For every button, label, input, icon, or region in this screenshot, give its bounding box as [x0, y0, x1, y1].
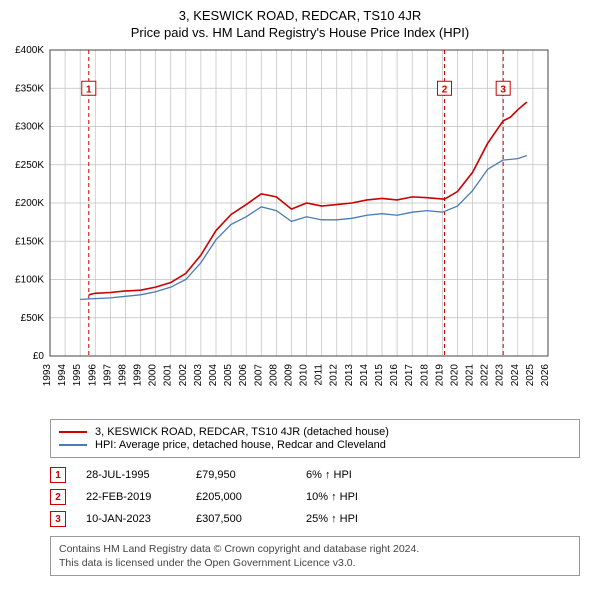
- svg-text:1: 1: [86, 84, 92, 95]
- sale-marker: 2: [50, 489, 66, 505]
- x-tick-label: 2009: [283, 364, 294, 387]
- x-tick-label: 2022: [480, 364, 491, 387]
- x-tick-label: 2026: [540, 364, 551, 387]
- legend-swatch: [59, 431, 87, 433]
- x-tick-label: 2014: [359, 364, 370, 387]
- sale-date: 10-JAN-2023: [86, 513, 196, 525]
- y-tick-label: £50K: [21, 313, 45, 324]
- x-tick-label: 2021: [465, 364, 476, 387]
- x-tick-label: 2025: [525, 364, 536, 387]
- svg-text:3: 3: [500, 84, 506, 95]
- x-tick-label: 2002: [178, 364, 189, 387]
- chart-svg: £0 £50K £100K £150K £200K £250K £300K £350K £400…: [0, 46, 560, 406]
- x-tick-label: 1996: [87, 364, 98, 387]
- footer-line1: Contains HM Land Registry data © Crown c…: [59, 542, 571, 556]
- sale-price: £79,950: [196, 469, 306, 481]
- x-tick-label: 2003: [193, 364, 204, 387]
- sales-row: 3 10-JAN-2023£307,50025% ↑ HPI: [50, 508, 580, 530]
- x-tick-label: 1995: [72, 364, 83, 387]
- footer-box: Contains HM Land Registry data © Crown c…: [50, 536, 580, 576]
- sales-row: 2 22-FEB-2019£205,00010% ↑ HPI: [50, 486, 580, 508]
- x-tick-label: 2023: [495, 364, 506, 387]
- x-tick-label: 1998: [117, 364, 128, 387]
- legend-row: HPI: Average price, detached house, Redc…: [59, 439, 571, 451]
- chart-area: £0 £50K £100K £150K £200K £250K £300K £350K £400…: [0, 46, 600, 411]
- x-tick-label: 2010: [299, 364, 310, 387]
- x-tick-label: 2000: [148, 364, 159, 387]
- sale-date: 22-FEB-2019: [86, 491, 196, 503]
- x-tick-label: 2007: [253, 364, 264, 387]
- legend-label: HPI: Average price, detached house, Redc…: [95, 439, 386, 451]
- x-tick-label: 2008: [268, 364, 279, 387]
- x-tick-label: 2004: [208, 364, 219, 387]
- legend-label: 3, KESWICK ROAD, REDCAR, TS10 4JR (detac…: [95, 426, 389, 438]
- x-tick-label: 2015: [374, 364, 385, 387]
- sale-price: £205,000: [196, 491, 306, 503]
- x-tick-label: 2012: [329, 364, 340, 387]
- sale-diff: 10% ↑ HPI: [306, 491, 396, 503]
- y-tick-label: £200K: [15, 198, 44, 209]
- sales-table: 1 28-JUL-1995£79,9506% ↑ HPI 2 22-FEB-2019£…: [50, 464, 580, 530]
- x-tick-label: 2019: [434, 364, 445, 387]
- y-tick-label: £350K: [15, 83, 44, 94]
- svg-text:2: 2: [442, 84, 448, 95]
- y-tick-label: £300K: [15, 122, 44, 133]
- x-tick-label: 2013: [344, 364, 355, 387]
- x-tick-label: 2017: [404, 364, 415, 387]
- sales-row: 1 28-JUL-1995£79,9506% ↑ HPI: [50, 464, 580, 486]
- sale-marker: 1: [50, 467, 66, 483]
- sale-price: £307,500: [196, 513, 306, 525]
- x-tick-label: 2018: [419, 364, 430, 387]
- x-tick-label: 2020: [449, 364, 460, 387]
- legend-box: 3, KESWICK ROAD, REDCAR, TS10 4JR (detac…: [50, 419, 580, 458]
- x-tick-label: 2011: [314, 364, 325, 386]
- y-tick-label: £0: [33, 351, 45, 362]
- legend-swatch: [59, 444, 87, 446]
- x-tick-label: 2006: [238, 364, 249, 387]
- sale-date: 28-JUL-1995: [86, 469, 196, 481]
- title-main: 3, KESWICK ROAD, REDCAR, TS10 4JR: [0, 8, 600, 23]
- x-tick-label: 1999: [133, 364, 144, 387]
- sale-diff: 25% ↑ HPI: [306, 513, 396, 525]
- x-tick-label: 1994: [57, 364, 68, 387]
- page-container: 3, KESWICK ROAD, REDCAR, TS10 4JR Price …: [0, 8, 600, 576]
- x-tick-label: 2024: [510, 364, 521, 387]
- x-tick-label: 2001: [163, 364, 174, 387]
- y-tick-label: £100K: [15, 275, 44, 286]
- x-tick-label: 1997: [102, 364, 113, 387]
- title-sub: Price paid vs. HM Land Registry's House …: [0, 25, 600, 40]
- sale-diff: 6% ↑ HPI: [306, 469, 396, 481]
- footer-line2: This data is licensed under the Open Gov…: [59, 556, 571, 570]
- y-tick-label: £150K: [15, 236, 44, 247]
- y-tick-label: £250K: [15, 160, 44, 171]
- x-tick-label: 2016: [389, 364, 400, 387]
- sale-marker: 3: [50, 511, 66, 527]
- x-tick-label: 2005: [223, 364, 234, 387]
- x-tick-label: 1993: [42, 364, 53, 387]
- legend-row: 3, KESWICK ROAD, REDCAR, TS10 4JR (detac…: [59, 426, 571, 438]
- y-tick-label: £400K: [15, 46, 44, 56]
